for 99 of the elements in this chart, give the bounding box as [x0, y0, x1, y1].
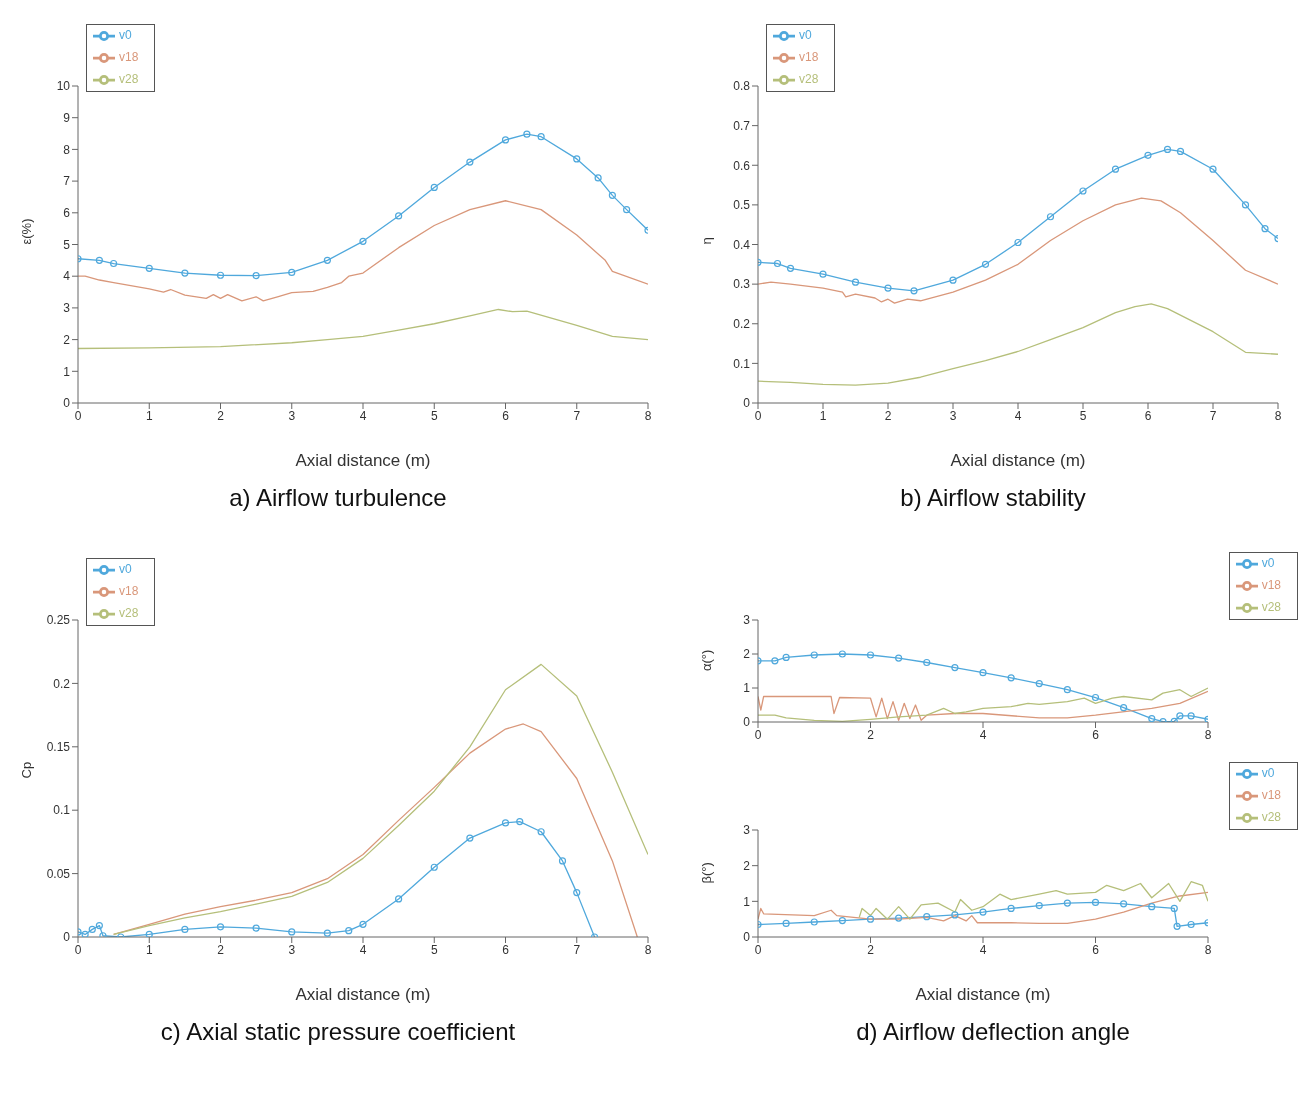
x-tick-label: 5 [430, 942, 438, 957]
x-tick-label: 2 [217, 408, 225, 423]
x-tick-label: 7 [1209, 408, 1217, 423]
x-tick-label: 5 [1079, 408, 1087, 423]
y-tick-label: 4 [63, 269, 71, 284]
y-tick-label: 2 [63, 332, 71, 347]
legend-label: v0 [119, 562, 132, 577]
x-tick-label: 2 [867, 942, 875, 957]
y-tick-label: 0.7 [733, 118, 751, 133]
legend-label: v28 [119, 72, 139, 87]
y-tick-label: 0.4 [733, 237, 751, 252]
y-tick-label: 2 [743, 858, 751, 873]
x-tick-label: 8 [1204, 727, 1212, 742]
text: d) Airflow deflection angle [855, 1018, 1131, 1046]
y-tick-label: 0.5 [733, 198, 751, 213]
x-tick-label: 0 [74, 942, 82, 957]
y-tick-label: 0.8 [733, 79, 751, 94]
x-tick-label: 0 [754, 942, 762, 957]
y-tick-label: 0.05 [46, 866, 71, 881]
x-tick-label: 7 [573, 942, 581, 957]
legend-label: v28 [1261, 600, 1281, 615]
text: a) Airflow turbulence [228, 484, 448, 512]
x-tick-label: 0 [754, 727, 762, 742]
legend-label: v28 [799, 72, 819, 87]
x-tick-label: 6 [1144, 408, 1152, 423]
text: c) Axial static pressure coefficient [159, 1018, 517, 1046]
y-tick-label: 1 [63, 364, 71, 379]
x-tick-label: 8 [1204, 942, 1212, 957]
x-tick-label: 4 [979, 942, 987, 957]
y-axis-title: β(°) [698, 862, 714, 884]
legend-label: v18 [119, 50, 139, 65]
y-tick-label: 0.1 [733, 356, 751, 371]
x-tick-label: 6 [1092, 727, 1100, 742]
legend-label: v18 [119, 584, 139, 599]
y-tick-label: 0 [743, 715, 751, 730]
y-tick-label: 0 [743, 930, 751, 945]
x-tick-label: 8 [644, 408, 652, 423]
x-axis-title: Axial distance (m) [950, 451, 1086, 470]
x-tick-label: 2 [884, 408, 892, 423]
y-tick-label: 5 [63, 237, 71, 252]
x-tick-label: 6 [502, 942, 510, 957]
text: b) Airflow stability [899, 484, 1087, 512]
y-tick-label: 0.3 [733, 277, 751, 292]
x-tick-label: 8 [644, 942, 652, 957]
y-tick-label: 8 [63, 142, 71, 157]
x-tick-label: 4 [979, 727, 987, 742]
y-tick-label: 0 [63, 396, 71, 411]
x-tick-label: 1 [819, 408, 827, 423]
y-tick-label: 1 [743, 894, 751, 909]
x-tick-label: 2 [217, 942, 225, 957]
y-axis-title: α(°) [698, 649, 714, 671]
x-tick-label: 1 [145, 942, 153, 957]
legend-label: v0 [799, 28, 812, 43]
y-axis-title: η [698, 237, 714, 245]
x-tick-label: 4 [359, 942, 367, 957]
x-tick-label: 3 [288, 408, 296, 423]
y-tick-label: 0.6 [733, 158, 751, 173]
y-tick-label: 3 [63, 301, 71, 316]
y-tick-label: 0.15 [46, 740, 71, 755]
y-tick-label: 1 [743, 681, 751, 696]
y-tick-label: 3 [743, 613, 751, 628]
legend-label: v28 [1261, 810, 1281, 825]
x-tick-label: 0 [74, 408, 82, 423]
x-axis-title: Axial distance (m) [915, 985, 1051, 1004]
x-tick-label: 8 [1274, 408, 1282, 423]
x-tick-label: 0 [754, 408, 762, 423]
x-tick-label: 6 [1092, 942, 1100, 957]
y-tick-label: 10 [56, 79, 71, 94]
y-tick-label: 0.2 [733, 317, 751, 332]
x-tick-label: 4 [359, 408, 367, 423]
x-tick-label: 5 [430, 408, 438, 423]
x-tick-label: 3 [288, 942, 296, 957]
y-tick-label: 2 [743, 647, 751, 662]
y-tick-label: 9 [63, 110, 71, 125]
legend-label: v0 [1261, 766, 1275, 781]
y-tick-label: 0.25 [46, 613, 71, 628]
x-tick-label: 7 [573, 408, 581, 423]
legend-label: v0 [119, 28, 132, 43]
y-tick-label: 0 [743, 396, 751, 411]
legend-label: v28 [119, 606, 139, 621]
x-axis-title: Axial distance (m) [295, 451, 431, 470]
x-tick-label: 4 [1014, 408, 1022, 423]
x-tick-label: 2 [867, 727, 875, 742]
legend-label: v18 [1261, 578, 1281, 593]
x-tick-label: 3 [949, 408, 957, 423]
y-tick-label: 0.1 [53, 803, 71, 818]
y-tick-label: 0.2 [53, 676, 71, 691]
legend-label: v0 [1261, 556, 1275, 571]
y-tick-label: 7 [63, 174, 71, 189]
y-tick-label: 3 [743, 823, 751, 838]
y-axis-title: ε(%) [18, 218, 34, 245]
y-axis-title: Cp [18, 761, 34, 779]
x-axis-title: Axial distance (m) [295, 985, 431, 1004]
x-tick-label: 6 [502, 408, 510, 423]
legend-label: v18 [1261, 788, 1281, 803]
y-tick-label: 6 [63, 206, 71, 221]
y-tick-label: 0 [63, 930, 71, 945]
x-tick-label: 1 [145, 408, 153, 423]
legend-label: v18 [799, 50, 819, 65]
